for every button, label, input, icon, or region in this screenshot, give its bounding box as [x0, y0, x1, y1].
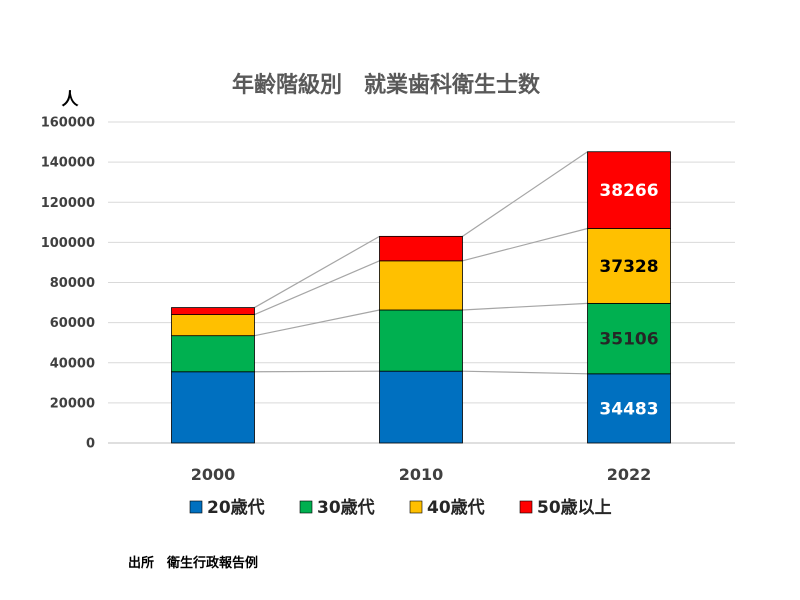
series-line: [462, 151, 588, 237]
bar-segment: [171, 307, 255, 315]
y-tick-label: 120000: [41, 196, 95, 211]
y-tick-label: 80000: [50, 276, 95, 291]
y-tick-label: 100000: [41, 236, 95, 251]
legend-swatch: [299, 500, 313, 514]
series-line: [254, 370, 380, 373]
legend-swatch: [189, 500, 203, 514]
legend-label: 40歳代: [427, 497, 485, 518]
bar-segment: [379, 260, 463, 311]
y-tick-label: 0: [86, 437, 95, 452]
bar-segment: [171, 335, 255, 373]
data-label: 35106: [599, 330, 658, 350]
bar-segment: [587, 302, 671, 375]
source-note: 出所 衛生行政報告例: [128, 555, 258, 571]
bar-segment: [171, 314, 255, 337]
x-tick-label: 2000: [191, 465, 236, 484]
series-line: [462, 370, 588, 375]
data-labels: 34483 35106 37328 38266: [599, 181, 658, 419]
series-line: [462, 227, 588, 262]
bar-segment: [587, 373, 671, 444]
x-axis-ticks: 2000 2010 2022: [191, 465, 652, 484]
y-tick-label: 20000: [50, 396, 95, 411]
y-tick-label: 160000: [41, 116, 95, 131]
series-line: [462, 302, 588, 311]
data-label: 34483: [599, 399, 658, 419]
bars: [171, 151, 671, 444]
legend-label: 20歳代: [207, 497, 265, 518]
legend-swatch: [409, 500, 423, 514]
bar-segment: [171, 371, 255, 444]
bar-segment: [379, 370, 463, 444]
legend-label: 30歳代: [317, 497, 375, 518]
y-tick-label: 40000: [50, 356, 95, 371]
y-tick-label: 140000: [41, 156, 95, 171]
legend-swatch: [519, 500, 533, 514]
bar-segment: [587, 228, 671, 304]
series-connector-lines: [254, 151, 588, 375]
series-line: [254, 235, 380, 309]
x-tick-label: 2022: [607, 465, 652, 484]
bar-segment: [379, 235, 463, 262]
legend-label: 50歳以上: [537, 497, 612, 518]
legend: 20歳代 30歳代 40歳代 50歳以上: [189, 497, 612, 518]
series-line: [254, 260, 380, 316]
bar-segment: [379, 309, 463, 372]
chart-title: 年齢階級別 就業歯科衛生士数: [232, 72, 541, 98]
bar-segment: [587, 151, 671, 229]
y-axis-unit-label: 人: [62, 90, 80, 110]
data-label: 37328: [599, 257, 658, 277]
y-tick-label: 60000: [50, 316, 95, 331]
y-axis-ticks: 0 20000 40000 60000 80000 100000 120000 140000 1…: [41, 116, 95, 452]
series-line: [254, 309, 380, 337]
data-label: 38266: [599, 181, 658, 201]
x-tick-label: 2010: [399, 465, 444, 484]
